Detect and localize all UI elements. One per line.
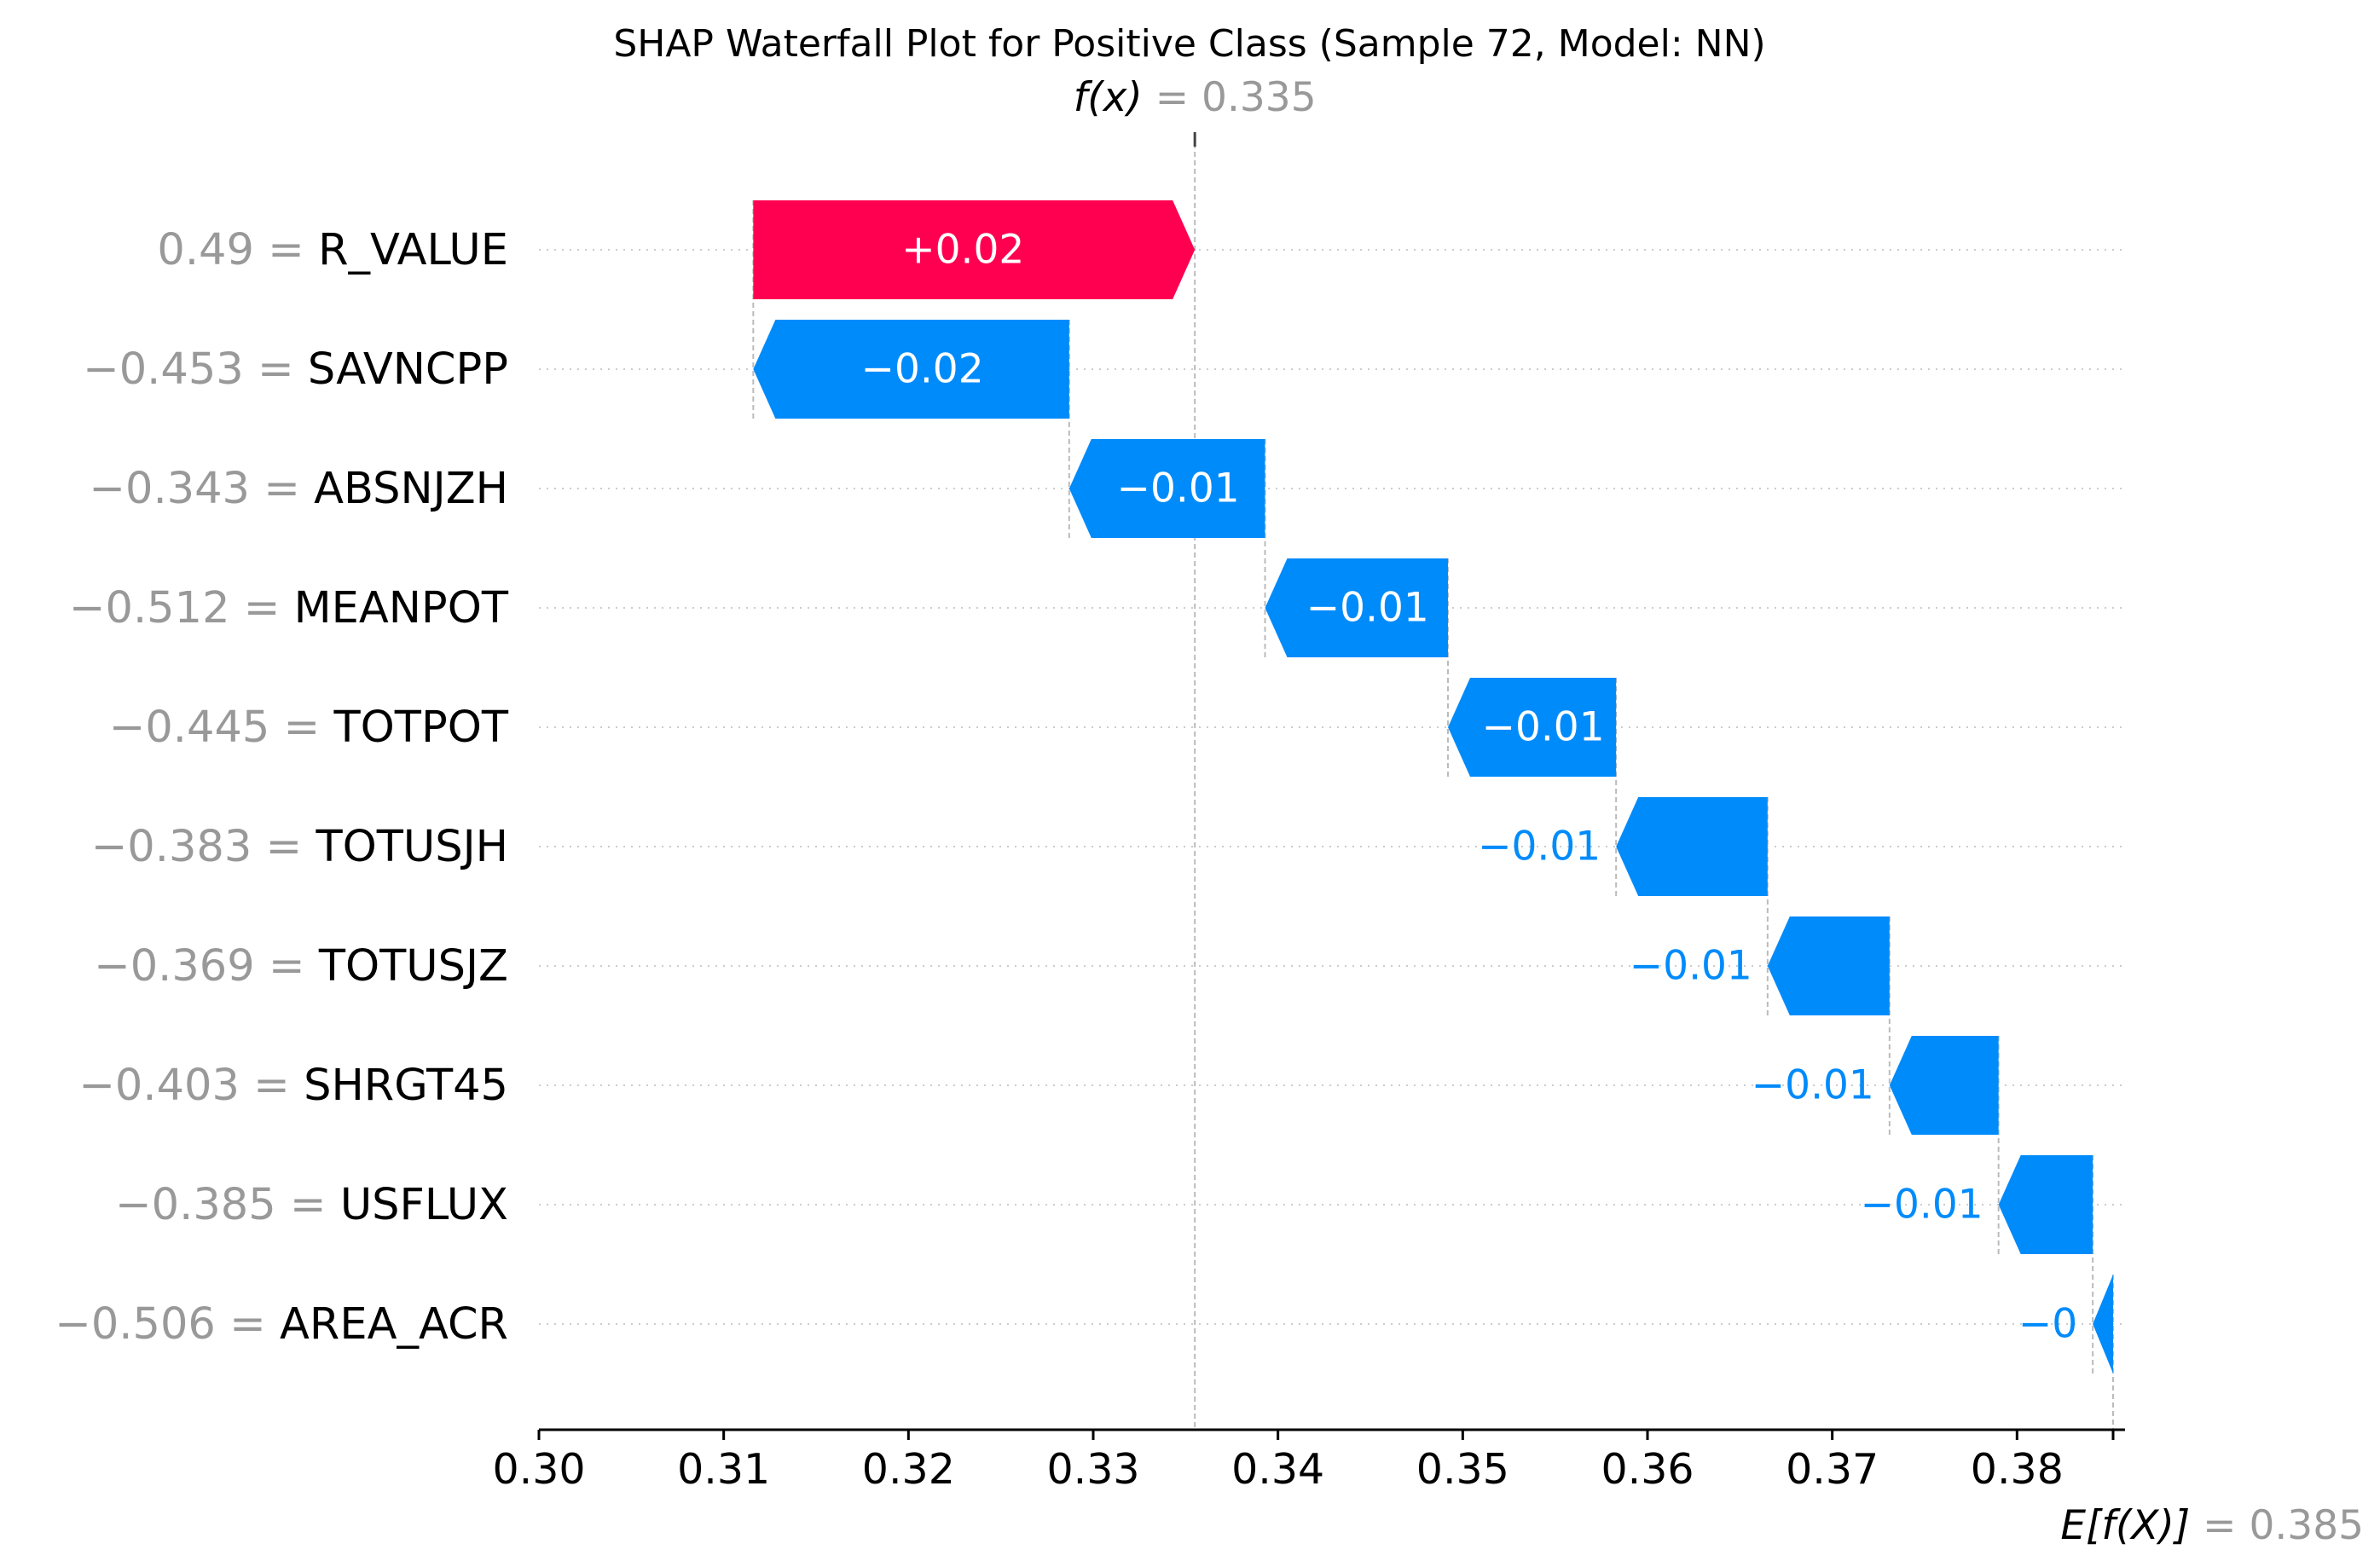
bar-value-label: −0.01 <box>1752 1062 1874 1109</box>
x-tick-label: 0.32 <box>862 1445 955 1494</box>
feature-name: TOTUSJH <box>315 822 508 872</box>
waterfall-bar <box>1616 797 1768 896</box>
x-tick-label: 0.30 <box>492 1445 585 1494</box>
feature-name: TOTUSJZ <box>318 941 508 992</box>
feature-value: −0.403 = <box>78 1061 304 1111</box>
fx-label: f(x) <box>1074 74 1155 121</box>
feature-label: −0.445 = TOTPOT <box>109 703 509 753</box>
feature-label: −0.512 = MEANPOT <box>69 583 509 633</box>
feature-name: SHRGT45 <box>304 1061 508 1111</box>
x-tick-label: 0.34 <box>1231 1445 1324 1494</box>
x-tick-label: 0.31 <box>677 1445 770 1494</box>
bar-value-label: −0.01 <box>1861 1182 1983 1229</box>
feature-value: −0.383 = <box>91 822 316 872</box>
waterfall-bar <box>1767 916 1890 1015</box>
waterfall-bar <box>753 320 1069 419</box>
feature-label: −0.506 = AREA_ACR <box>55 1299 508 1350</box>
feature-label: −0.369 = TOTUSJZ <box>94 941 508 992</box>
feature-value: −0.343 = <box>89 464 314 514</box>
annotations: f(x) = 0.335 E[f(X)] = 0.385 <box>1074 74 2364 1549</box>
waterfall-bar <box>1998 1155 2093 1254</box>
feature-label: −0.385 = USFLUX <box>115 1180 508 1230</box>
feature-name: SAVNCPP <box>308 344 508 395</box>
feature-name: MEANPOT <box>294 583 509 633</box>
feature-name: TOTPOT <box>333 703 509 753</box>
feature-value: 0.49 = <box>157 225 318 275</box>
feature-label: −0.403 = SHRGT45 <box>78 1061 508 1111</box>
bar-value-label: +0.02 <box>901 227 1024 274</box>
x-tick-label: 0.33 <box>1046 1445 1139 1494</box>
fx-value: = 0.335 <box>1155 74 1317 121</box>
feature-value: −0.506 = <box>55 1299 280 1350</box>
bar-value-label: −0.01 <box>1306 585 1429 632</box>
bar-value-label: −0.01 <box>1630 943 1752 990</box>
bar-value-label: −0.01 <box>1482 704 1605 751</box>
bar-value-label: −0.01 <box>1478 824 1601 870</box>
feature-name: ABSNJZH <box>314 464 508 514</box>
feature-value: −0.453 = <box>83 344 308 395</box>
base-annotation: E[f(X)] = 0.385 <box>2060 1502 2364 1549</box>
feature-labels: 0.49 = R_VALUE −0.453 = SAVNCPP −0.343 = A… <box>55 225 509 1350</box>
x-tick-label: 0.37 <box>1786 1445 1879 1494</box>
waterfall-bar <box>2093 1275 2113 1373</box>
feature-name: AREA_ACR <box>280 1299 508 1350</box>
chart-title: SHAP Waterfall Plot for Positive Class (… <box>613 22 1765 66</box>
feature-name: R_VALUE <box>318 225 508 275</box>
feature-value: −0.385 = <box>115 1180 340 1230</box>
waterfall-bar <box>1265 558 1448 657</box>
feature-value: −0.445 = <box>109 703 334 753</box>
feature-value: −0.369 = <box>94 941 319 992</box>
base-label: E[f(X)] <box>2060 1502 2203 1549</box>
x-tick-label: 0.36 <box>1601 1445 1694 1494</box>
base-value: = 0.385 <box>2203 1502 2364 1549</box>
bars: +0.02 −0.02 −0.01 −0.01 −0.01 −0.01 −0.01 −0.01… <box>753 200 2113 1373</box>
feature-label: −0.343 = ABSNJZH <box>89 464 508 514</box>
bar-value-label: −0 <box>2018 1301 2077 1348</box>
bar-value-label: −0.02 <box>861 346 984 393</box>
feature-label: −0.383 = TOTUSJH <box>91 822 508 872</box>
waterfall-bar <box>1448 678 1617 777</box>
waterfall-bar <box>1068 439 1265 538</box>
bar-value-label: −0.01 <box>1117 465 1240 512</box>
x-tick-label: 0.35 <box>1416 1445 1509 1494</box>
feature-name: USFLUX <box>340 1180 508 1230</box>
waterfall-bar <box>1889 1036 1999 1135</box>
x-axis: 0.30 0.31 0.32 0.33 0.34 0.35 0.36 0.37 0.38 <box>492 1428 2125 1494</box>
x-tick-label: 0.38 <box>1971 1445 2064 1494</box>
waterfall-bar <box>753 200 1196 299</box>
feature-label: −0.453 = SAVNCPP <box>83 344 508 395</box>
fx-annotation: f(x) = 0.335 <box>1074 74 1317 121</box>
feature-label: 0.49 = R_VALUE <box>157 225 508 275</box>
feature-value: −0.512 = <box>69 583 294 633</box>
